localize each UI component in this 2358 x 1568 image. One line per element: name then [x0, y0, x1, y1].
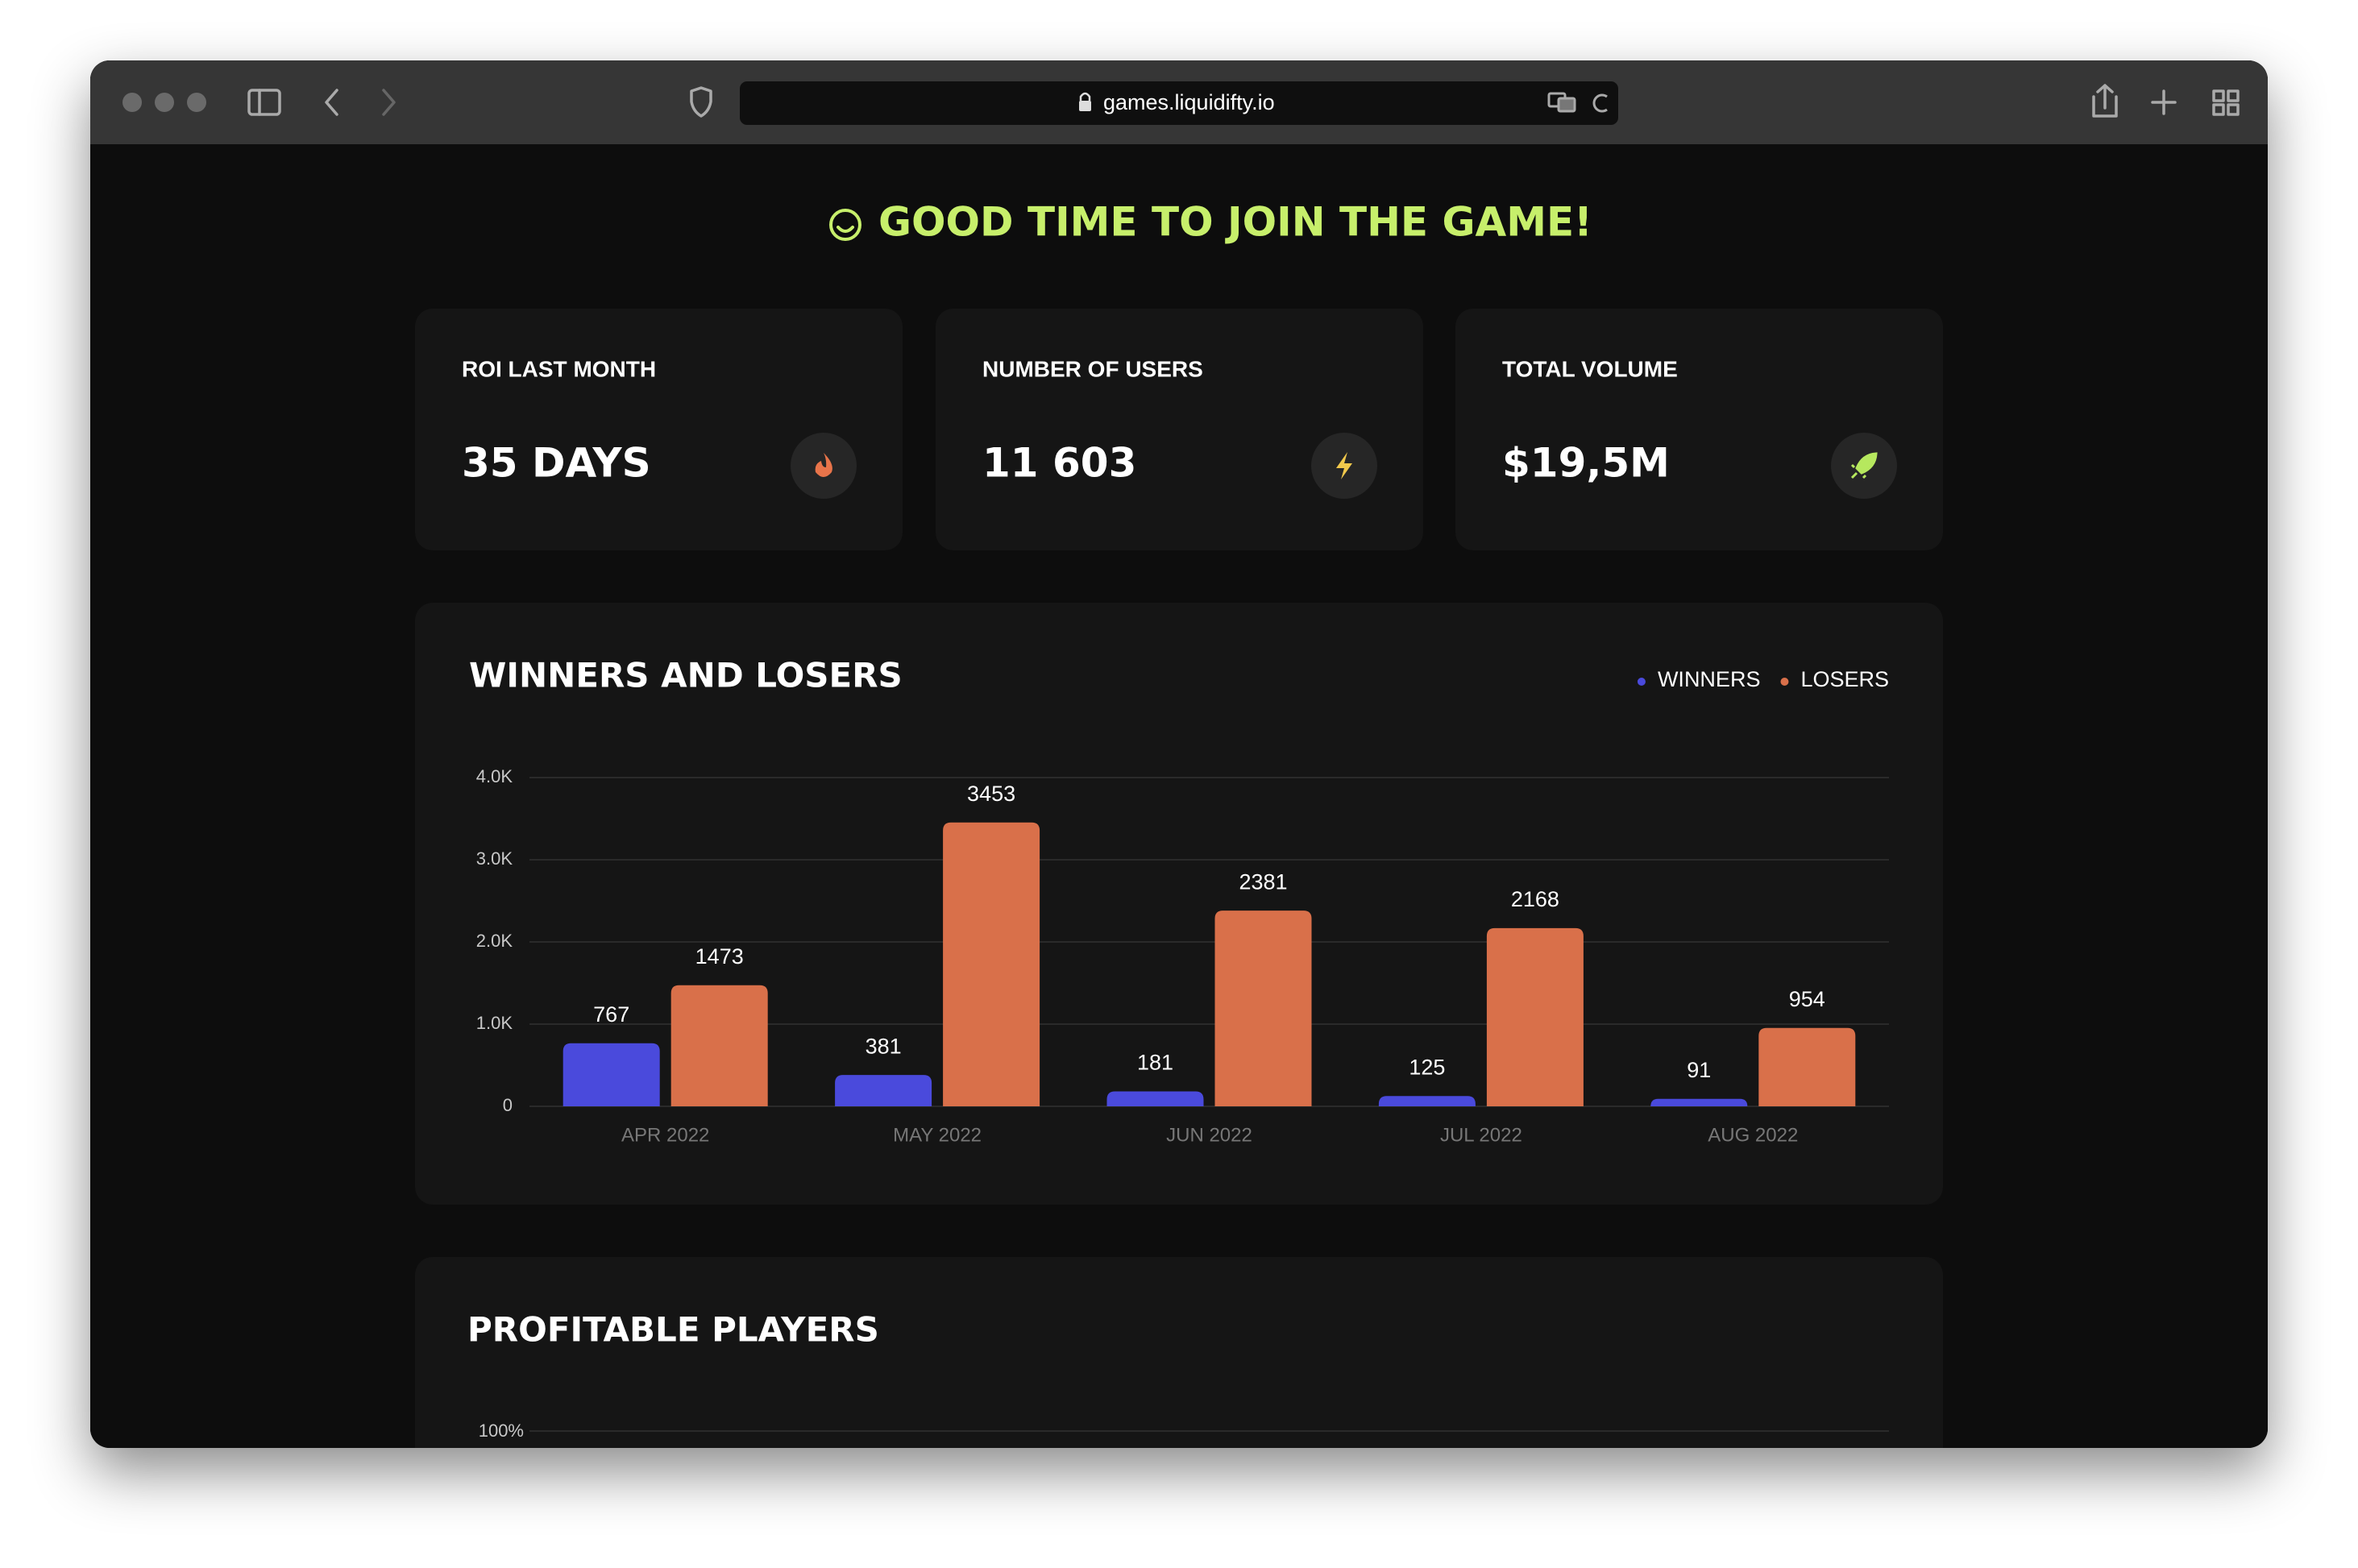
window: games.liquidifty.io GOOD TIME TO JOIN TH…: [90, 60, 2268, 1448]
bar: [1106, 1091, 1204, 1106]
y-tick-label: 3.0K: [476, 848, 513, 869]
legend-marker: [1780, 678, 1789, 686]
back-button[interactable]: [325, 89, 338, 116]
tabs-button[interactable]: [2212, 89, 2240, 116]
bar: [670, 985, 768, 1106]
address-bar[interactable]: [740, 81, 1618, 125]
value-label: 1473: [695, 944, 744, 969]
bolt-icon: [1336, 452, 1352, 479]
value-label: 381: [866, 1034, 902, 1058]
x-tick-label: APR 2022: [621, 1124, 709, 1146]
stat-card: [1455, 309, 1943, 550]
profitable-card: [415, 1257, 1943, 1448]
smiley-icon: [829, 209, 861, 241]
bar: [1486, 927, 1584, 1106]
stat-icon-bg: [791, 433, 857, 499]
bar: [1650, 1098, 1748, 1106]
sidebar-button[interactable]: [247, 89, 281, 116]
stat-value: 35 DAYS: [462, 440, 651, 487]
bar: [1758, 1027, 1856, 1106]
value-label: 181: [1137, 1051, 1173, 1075]
value-label: 125: [1409, 1055, 1445, 1079]
forward-button[interactable]: [382, 89, 396, 116]
y-tick-label: 1.0K: [476, 1013, 513, 1033]
fire-icon: [815, 453, 832, 477]
bar: [1214, 911, 1312, 1106]
minimize-button[interactable]: [155, 93, 174, 112]
x-tick-label: MAY 2022: [893, 1124, 982, 1146]
stat-cards: ROI LAST MONTH 35 DAYS NUMBER OF USERS 11 6…: [415, 309, 1943, 550]
stat-card: [936, 309, 1423, 550]
x-tick-label: JUN 2022: [1166, 1124, 1252, 1146]
reload-button[interactable]: [1592, 93, 1608, 113]
value-label: 2168: [1511, 887, 1559, 911]
y-tick-label: 100%: [479, 1421, 524, 1441]
y-tick-label: 4.0K: [476, 766, 513, 786]
value-label: 2381: [1239, 869, 1287, 894]
smiley-mouth: [837, 226, 854, 233]
url-text: games.liquidifty.io: [1103, 90, 1275, 114]
bar: [563, 1043, 660, 1106]
share-button[interactable]: [2092, 84, 2118, 118]
legend-label: LOSERS: [1800, 667, 1889, 691]
y-tick-label: 0: [503, 1095, 513, 1115]
bar: [943, 822, 1040, 1106]
legend-label: WINNERS: [1658, 667, 1761, 691]
lock-icon: [1079, 92, 1091, 111]
stat-label: TOTAL VOLUME: [1502, 356, 1678, 381]
value-label: 954: [1789, 987, 1825, 1011]
y-tick-label: 2.0K: [476, 931, 513, 951]
new-tab-button[interactable]: [2151, 89, 2177, 115]
bar: [1378, 1096, 1476, 1106]
stat-label: ROI LAST MONTH: [462, 356, 656, 381]
legend: LOSERS WINNERS: [1637, 667, 1889, 691]
translate-icon[interactable]: [1547, 92, 1576, 113]
chart-title: WINNERS AND LOSERS: [469, 656, 903, 695]
value-label: 767: [593, 1002, 629, 1027]
stat-value: $19,5M: [1502, 440, 1670, 487]
stat-value: 11 603: [982, 440, 1136, 487]
bar: [835, 1075, 932, 1106]
headline: GOOD TIME TO JOIN THE GAME!: [878, 199, 1592, 246]
legend-marker: [1637, 678, 1646, 686]
value-label: 3453: [967, 782, 1015, 806]
close-button[interactable]: [122, 93, 142, 112]
value-label: 91: [1687, 1058, 1711, 1082]
chart: 0 1.0K 2.0K 3.0K 4.0K APR 2022 767 1473 MAY 2022…: [476, 667, 1889, 1146]
zoom-button[interactable]: [187, 93, 206, 112]
profitable-chart: 100%: [479, 1421, 1889, 1441]
rocket-icon: [1850, 452, 1878, 479]
stat-card: [415, 309, 903, 550]
shield-icon[interactable]: [690, 86, 712, 118]
x-tick-label: AUG 2022: [1708, 1124, 1798, 1146]
stat-label: NUMBER OF USERS: [982, 356, 1203, 381]
x-tick-label: JUL 2022: [1440, 1124, 1522, 1146]
profitable-title: PROFITABLE PLAYERS: [467, 1310, 879, 1350]
